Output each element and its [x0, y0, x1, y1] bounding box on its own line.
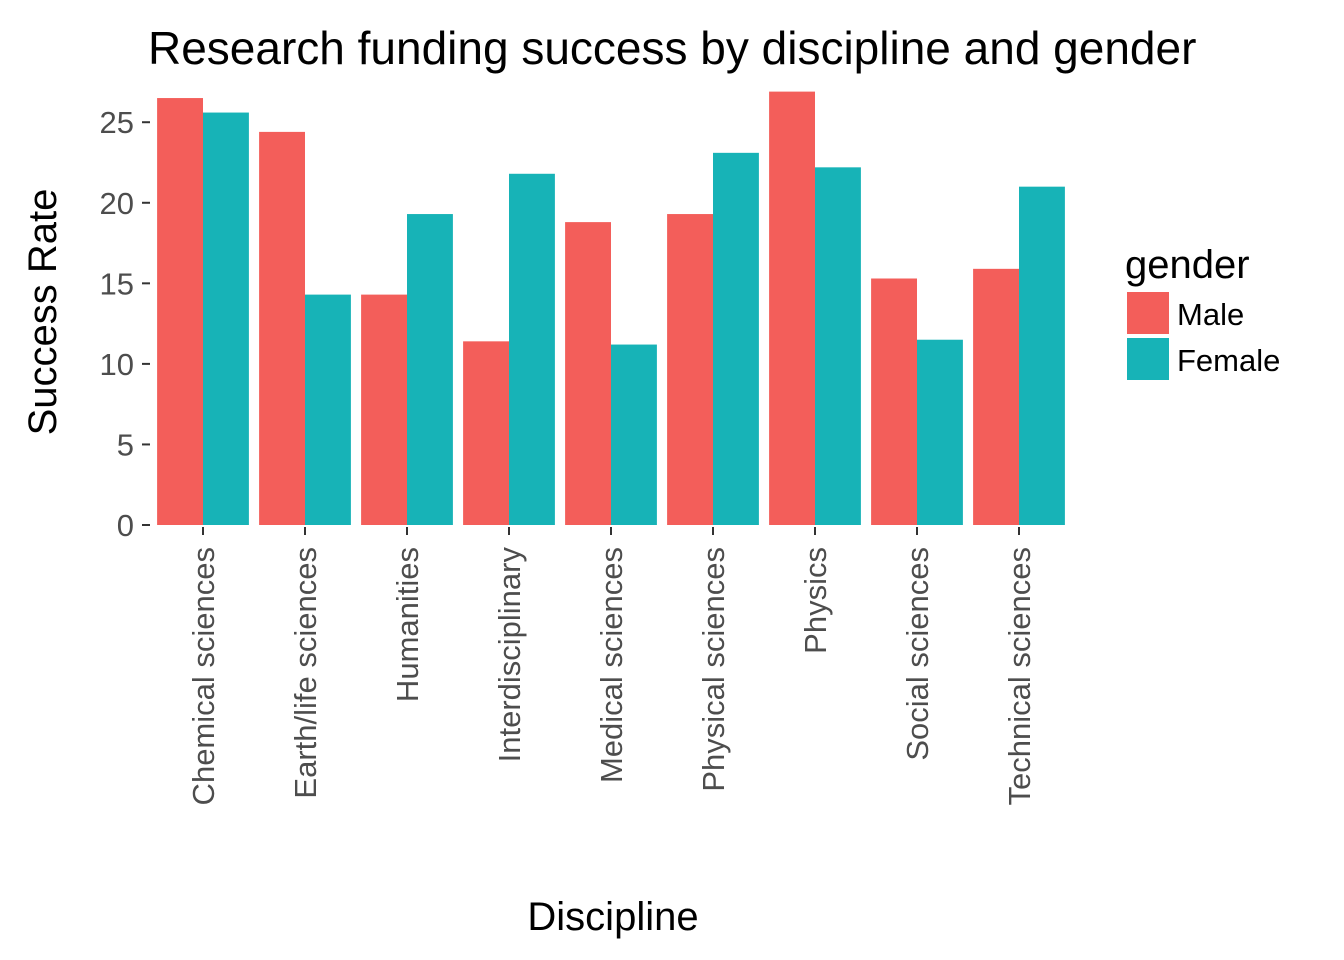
bar-female-4	[611, 344, 657, 525]
bar-male-3	[463, 341, 509, 525]
y-axis: 0 5 10 15 20 25	[100, 105, 150, 543]
y-tick-label-2: 10	[100, 347, 134, 382]
y-tick-label-1: 5	[117, 427, 134, 462]
bar-female-0	[203, 112, 249, 526]
x-axis: Chemical sciences Earth/life sciences Huma…	[186, 527, 1037, 805]
bar-female-8	[1019, 186, 1065, 525]
bar-female-6	[815, 167, 861, 526]
legend-key-male	[1127, 292, 1169, 334]
bar-male-1	[259, 131, 305, 525]
legend: gender Male Female	[1125, 243, 1280, 380]
y-axis-title: Success Rate	[21, 189, 65, 436]
bar-male-8	[973, 268, 1019, 525]
x-tick-label-8: Technical sciences	[1002, 547, 1037, 805]
x-axis-title: Discipline	[527, 895, 698, 939]
x-tick-label-3: Interdisciplinary	[492, 547, 527, 763]
bar-female-5	[713, 152, 759, 526]
x-tick-label-6: Physics	[798, 547, 833, 654]
x-tick-label-2: Humanities	[390, 547, 425, 702]
bar-male-0	[157, 98, 203, 526]
legend-label-female: Female	[1177, 343, 1280, 378]
y-tick-label-0: 0	[117, 508, 134, 543]
x-tick-label-1: Earth/life sciences	[288, 547, 323, 799]
chart-title: Research funding success by discipline a…	[148, 22, 1196, 74]
bar-male-7	[871, 278, 917, 525]
bar-female-2	[407, 214, 453, 526]
x-tick-label-4: Medical sciences	[594, 547, 629, 783]
x-tick-label-5: Physical sciences	[696, 547, 731, 792]
bar-male-6	[769, 91, 815, 525]
legend-title: gender	[1125, 243, 1250, 287]
y-tick-label-4: 20	[100, 186, 134, 221]
bar-male-5	[667, 214, 713, 526]
legend-key-female	[1127, 338, 1169, 380]
bar-female-1	[305, 294, 351, 525]
y-tick-label-3: 15	[100, 266, 134, 301]
bar-female-7	[917, 339, 963, 525]
y-tick-label-5: 25	[100, 105, 134, 140]
legend-label-male: Male	[1177, 297, 1244, 332]
x-tick-label-0: Chemical sciences	[186, 547, 221, 805]
x-tick-label-7: Social sciences	[900, 547, 935, 761]
bar-female-3	[509, 173, 555, 525]
bars-group	[157, 91, 1065, 526]
bar-male-4	[565, 222, 611, 525]
bar-male-2	[361, 294, 407, 525]
